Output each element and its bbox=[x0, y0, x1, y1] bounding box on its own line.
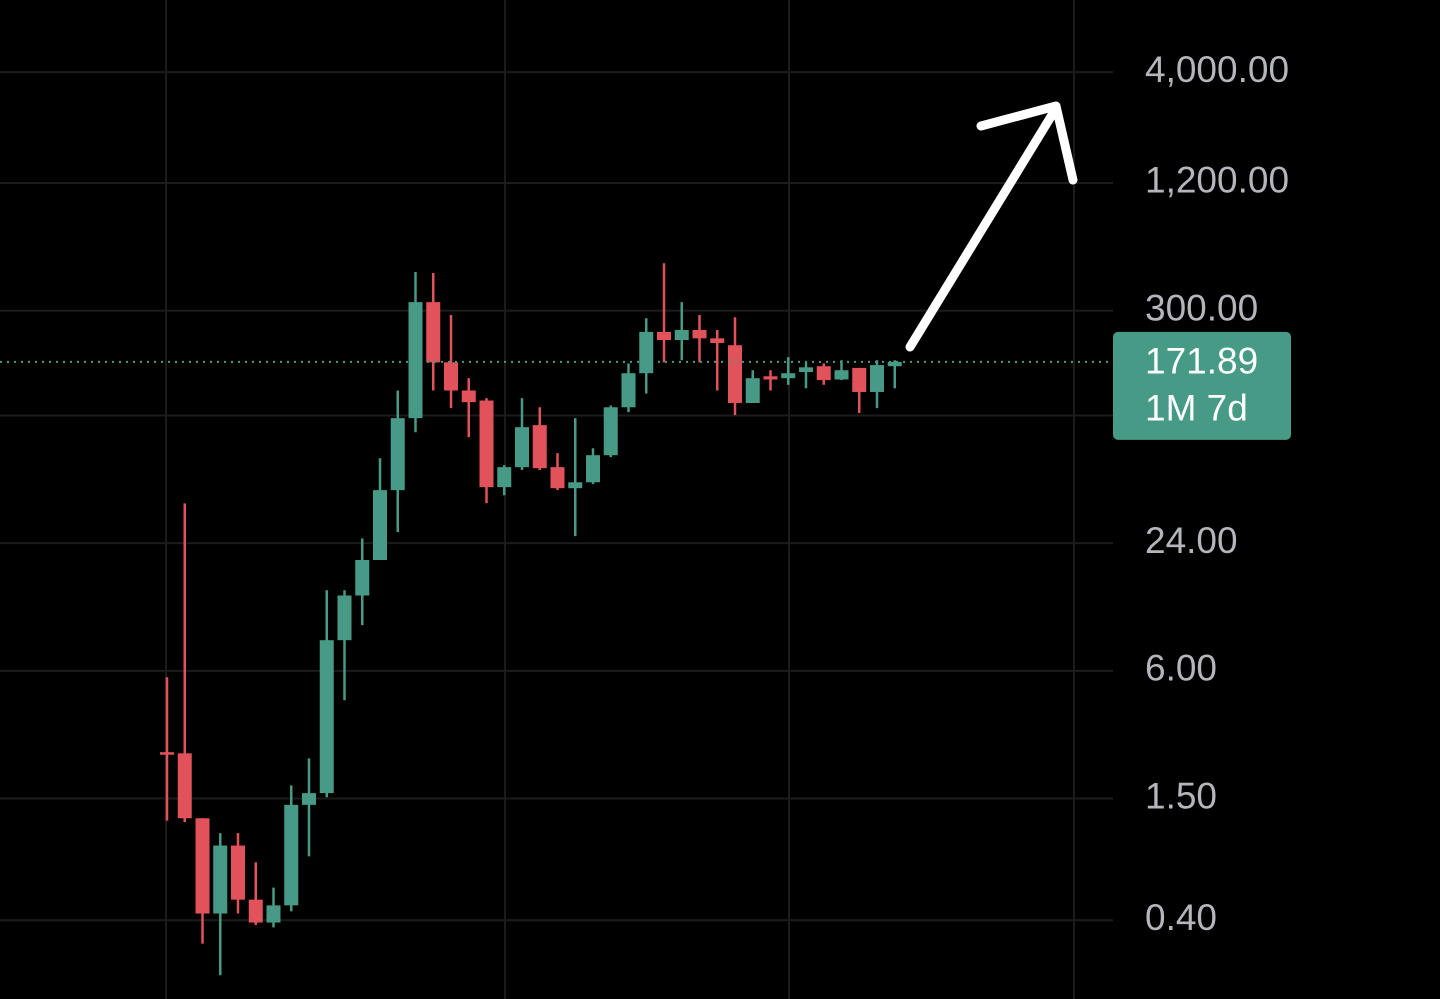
candle-body bbox=[728, 345, 742, 403]
candle-body bbox=[870, 365, 884, 392]
candle-body bbox=[444, 362, 458, 391]
candle-body bbox=[781, 373, 796, 379]
arrow-shaft bbox=[905, 105, 1060, 352]
candle-body bbox=[621, 373, 636, 408]
candle-body bbox=[284, 804, 299, 906]
candle-body bbox=[532, 425, 547, 469]
annotation-arrow bbox=[905, 101, 1078, 352]
y-tick-label: 300.00 bbox=[1145, 287, 1258, 328]
candle-body bbox=[177, 753, 192, 819]
candle-body bbox=[568, 482, 583, 489]
y-tick-label: 6.00 bbox=[1145, 648, 1217, 689]
candle-body bbox=[887, 361, 902, 367]
price-label: 171.89 bbox=[1145, 341, 1258, 382]
candle-body bbox=[763, 376, 778, 380]
candle-body bbox=[515, 427, 529, 468]
candle-body bbox=[390, 418, 405, 491]
candle-body bbox=[266, 905, 281, 923]
candle-body bbox=[355, 559, 370, 596]
candle-body bbox=[816, 366, 831, 381]
candle-body bbox=[319, 640, 334, 794]
candle-body bbox=[213, 845, 228, 914]
y-tick-label: 1,200.00 bbox=[1145, 160, 1289, 201]
candle-body bbox=[639, 331, 654, 374]
candle-body bbox=[426, 302, 441, 363]
price-badge bbox=[1113, 331, 1291, 440]
arrow-head bbox=[976, 101, 1078, 185]
candle-body bbox=[674, 330, 689, 341]
candle-body bbox=[586, 455, 600, 483]
y-tick-label: 0.40 bbox=[1145, 897, 1217, 938]
candle-body bbox=[497, 467, 512, 488]
candle-body bbox=[834, 370, 849, 380]
candle-body bbox=[408, 302, 423, 419]
candle-body bbox=[337, 595, 352, 641]
candle-body bbox=[799, 367, 813, 373]
candle-body bbox=[550, 467, 565, 489]
y-tick-label: 4,000.00 bbox=[1145, 49, 1289, 90]
candle-body bbox=[160, 752, 174, 755]
y-tick-label: 24.00 bbox=[1145, 520, 1238, 561]
candle-body bbox=[692, 330, 707, 339]
time-grid bbox=[165, 0, 1075, 999]
countdown-label: 1M 7d bbox=[1145, 388, 1248, 429]
candle-body bbox=[461, 390, 476, 403]
plot: 4,000.001,200.00300.0096.0024.006.001.50… bbox=[0, 49, 1289, 976]
candle-body bbox=[248, 899, 263, 923]
candle-body bbox=[479, 400, 494, 488]
candle-body bbox=[195, 818, 210, 914]
y-tick-label: 1.50 bbox=[1145, 775, 1217, 816]
candle-body bbox=[373, 490, 387, 560]
candle-body bbox=[745, 378, 760, 403]
candle-body bbox=[231, 845, 245, 900]
candle-body bbox=[603, 407, 618, 456]
candle-body bbox=[657, 331, 671, 341]
candle-body bbox=[852, 367, 867, 392]
y-axis: 4,000.001,200.00300.0096.0024.006.001.50… bbox=[0, 49, 1289, 938]
candle-body bbox=[302, 793, 316, 805]
candle-body bbox=[710, 338, 725, 344]
